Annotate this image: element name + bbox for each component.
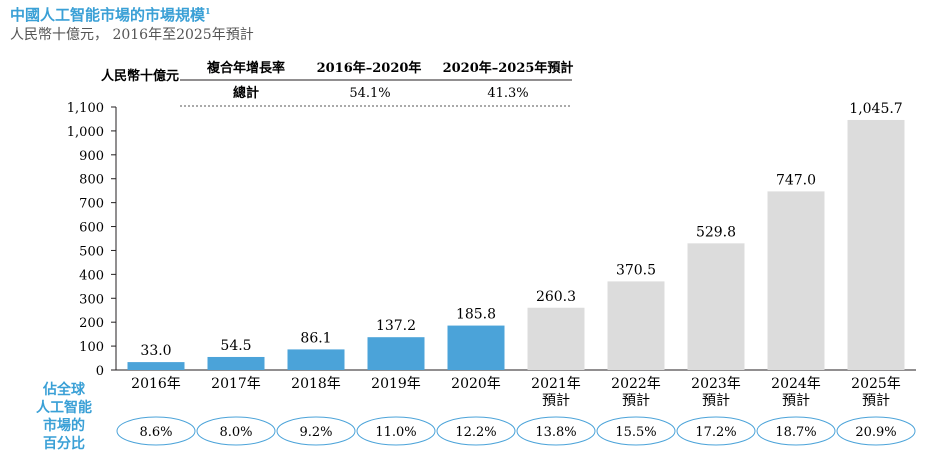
share-oval [676, 416, 756, 446]
bar-value-label: 260.3 [536, 289, 576, 305]
chart-subtitle: 人民幣十億元， 2016年至2025年預計 [10, 27, 254, 43]
bars: 33.0 54.5 86.1 137.2 185.8 260.3 370.5 529.8 747… [127, 101, 905, 370]
y-tick-label: 700 [79, 197, 104, 212]
bar-value-label: 747.0 [776, 172, 816, 188]
bar-2023 [687, 243, 745, 370]
y-tick-label: 600 [79, 221, 104, 236]
share-label-line: 人工智能 [36, 399, 92, 416]
x-tick-label: 2024年預計 [771, 376, 821, 409]
bar-2018 [287, 349, 345, 370]
share-ovals: 8.6% 8.0% 9.2% 11.0% 12.2% 13.8% 15.5% 17.2% 18.… [116, 416, 916, 446]
x-axis-labels: 2016年 2017年 2018年 2019年 2020年 2021年預計 2022年預計 2… [131, 376, 901, 409]
x-tick-label: 2018年 [291, 376, 341, 392]
share-oval [516, 416, 596, 446]
chart-title: 中國人工智能市場的市場規模1 [10, 6, 211, 24]
share-oval [356, 416, 436, 446]
bar-value-label: 86.1 [300, 330, 331, 346]
x-tick-label: 2022年預計 [611, 376, 661, 409]
share-oval [196, 416, 276, 446]
x-tick-label: 2025年預計 [851, 376, 901, 409]
cagr-row-header: 複合年增長率 [206, 60, 285, 76]
cagr-col-2016-2020: 2016年–2020年 [317, 60, 422, 76]
title-footnote: 1 [205, 6, 211, 16]
bar-2020 [447, 325, 505, 370]
share-value: 12.2% [455, 425, 496, 440]
share-label-line: 市場的 [43, 417, 85, 434]
share-value: 11.0% [375, 425, 416, 440]
y-tick-label: 500 [79, 244, 104, 259]
share-oval [436, 416, 516, 446]
y-tick-label: 900 [79, 149, 104, 164]
bar-value-label: 1,045.7 [849, 101, 902, 117]
y-tick-label: 200 [79, 316, 104, 331]
share-label-line: 百分比 [43, 435, 85, 452]
x-tick-label: 2020年 [451, 376, 501, 392]
x-tick-label: 2019年 [371, 376, 421, 392]
share-oval [116, 416, 196, 446]
share-value: 18.7% [775, 425, 816, 440]
bar-value-label: 185.8 [456, 307, 496, 323]
bar-value-label: 137.2 [376, 318, 416, 334]
share-oval [596, 416, 676, 446]
cagr-row-label-total: 總計 [233, 85, 259, 101]
share-value: 8.0% [219, 425, 252, 440]
bar-2019 [367, 337, 425, 370]
y-tick-label: 300 [79, 292, 104, 307]
cagr-value-2016-2020: 54.1% [349, 86, 390, 101]
bar-2017 [207, 356, 265, 370]
share-oval [756, 416, 836, 446]
y-axis-ticks: 0 100 200 300 400 500 600 700 800 900 1,000 1,100 [67, 101, 116, 379]
y-tick-label: 800 [79, 173, 104, 188]
share-value: 20.9% [855, 425, 896, 440]
x-tick-label: 2017年 [211, 376, 261, 392]
y-tick-label: 100 [79, 340, 104, 355]
share-value: 17.2% [695, 425, 736, 440]
cagr-value-2020-2025: 41.3% [487, 86, 528, 101]
y-axis-unit-label: 人民幣十億元 [101, 68, 179, 84]
x-tick-label: 2021年預計 [531, 376, 581, 409]
bar-value-label: 33.0 [140, 343, 171, 359]
bar-value-label: 370.5 [616, 262, 656, 278]
x-tick-label: 2016年 [131, 376, 181, 392]
share-oval [836, 416, 916, 446]
bar-2024 [767, 191, 825, 370]
y-tick-label: 1,000 [67, 125, 104, 140]
x-tick-label: 2023年預計 [691, 376, 741, 409]
share-label-line: 佔全球 [42, 381, 86, 398]
y-tick-label: 0 [96, 364, 104, 379]
cagr-table: 人民幣十億元 複合年增長率 2016年–2020年 2020年–2025年預計 … [101, 60, 574, 107]
bar-value-label: 54.5 [220, 338, 251, 354]
share-value: 8.6% [139, 425, 172, 440]
y-tick-label: 1,100 [67, 101, 104, 116]
share-oval [276, 416, 356, 446]
share-value: 13.8% [535, 425, 576, 440]
share-value: 9.2% [299, 425, 332, 440]
cagr-col-2020-2025: 2020年–2025年預計 [443, 60, 574, 76]
bar-value-label: 529.8 [696, 224, 736, 240]
bar-2016 [127, 362, 185, 370]
bar-2025 [847, 119, 905, 370]
y-tick-label: 400 [79, 268, 104, 283]
bar-2021 [527, 307, 585, 370]
share-value: 15.5% [615, 425, 656, 440]
bar-2022 [607, 281, 665, 370]
